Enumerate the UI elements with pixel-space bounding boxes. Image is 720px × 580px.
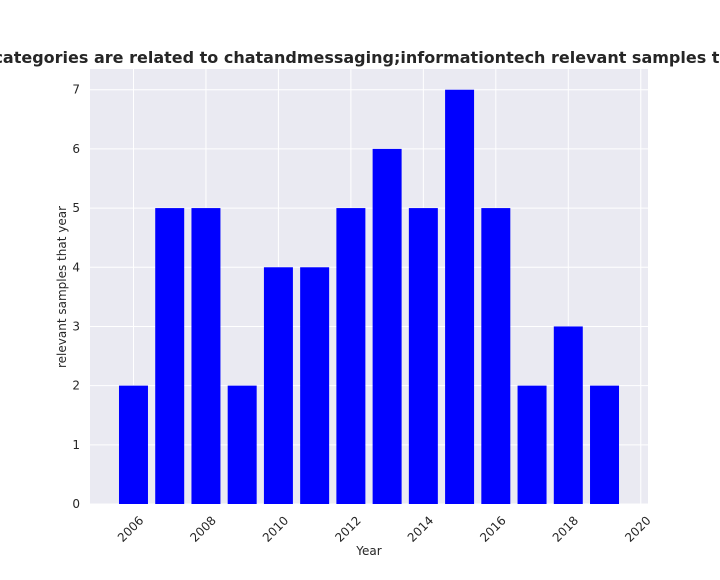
x-axis-label: Year bbox=[355, 544, 381, 558]
y-tick-label: 0 bbox=[72, 497, 80, 511]
x-tick-label: 2020 bbox=[622, 513, 653, 544]
chart-title: Number of app whose categories are relat… bbox=[0, 48, 720, 67]
x-axis-ticks: 2006 2008 2010 2012 2014 2016 2018 2020 bbox=[115, 513, 654, 544]
y-axis-label: relevant samples that year bbox=[55, 206, 69, 368]
y-tick-label: 5 bbox=[72, 201, 80, 215]
y-tick-label: 3 bbox=[72, 319, 80, 333]
bar-2014 bbox=[408, 208, 438, 504]
y-tick-label: 6 bbox=[72, 142, 80, 156]
bar-2016 bbox=[481, 208, 511, 504]
y-axis-ticks: 0 1 2 3 4 5 6 7 bbox=[72, 83, 80, 511]
bar-2017 bbox=[517, 385, 547, 504]
bar-2009 bbox=[227, 385, 257, 504]
bar-2011 bbox=[300, 267, 330, 504]
bar-2013 bbox=[372, 148, 402, 505]
bar-2010 bbox=[263, 267, 293, 504]
bar-2012 bbox=[336, 208, 366, 504]
bar-2006 bbox=[118, 385, 148, 504]
x-tick-label: 2010 bbox=[260, 513, 291, 544]
bar-2015 bbox=[445, 89, 475, 504]
bar-2007 bbox=[155, 208, 185, 504]
y-tick-label: 4 bbox=[72, 260, 80, 274]
x-tick-label: 2018 bbox=[550, 513, 581, 544]
bar-2018 bbox=[553, 326, 583, 504]
x-tick-label: 2014 bbox=[405, 513, 436, 544]
x-tick-label: 2006 bbox=[115, 513, 146, 544]
y-tick-label: 1 bbox=[72, 438, 80, 452]
x-tick-label: 2012 bbox=[332, 513, 363, 544]
x-tick-label: 2016 bbox=[477, 513, 508, 544]
bar-2008 bbox=[191, 208, 221, 504]
y-tick-label: 7 bbox=[72, 83, 80, 97]
bars bbox=[118, 89, 620, 505]
bar-2019 bbox=[590, 385, 620, 504]
x-tick-label: 2008 bbox=[187, 513, 218, 544]
y-tick-label: 2 bbox=[72, 379, 80, 393]
